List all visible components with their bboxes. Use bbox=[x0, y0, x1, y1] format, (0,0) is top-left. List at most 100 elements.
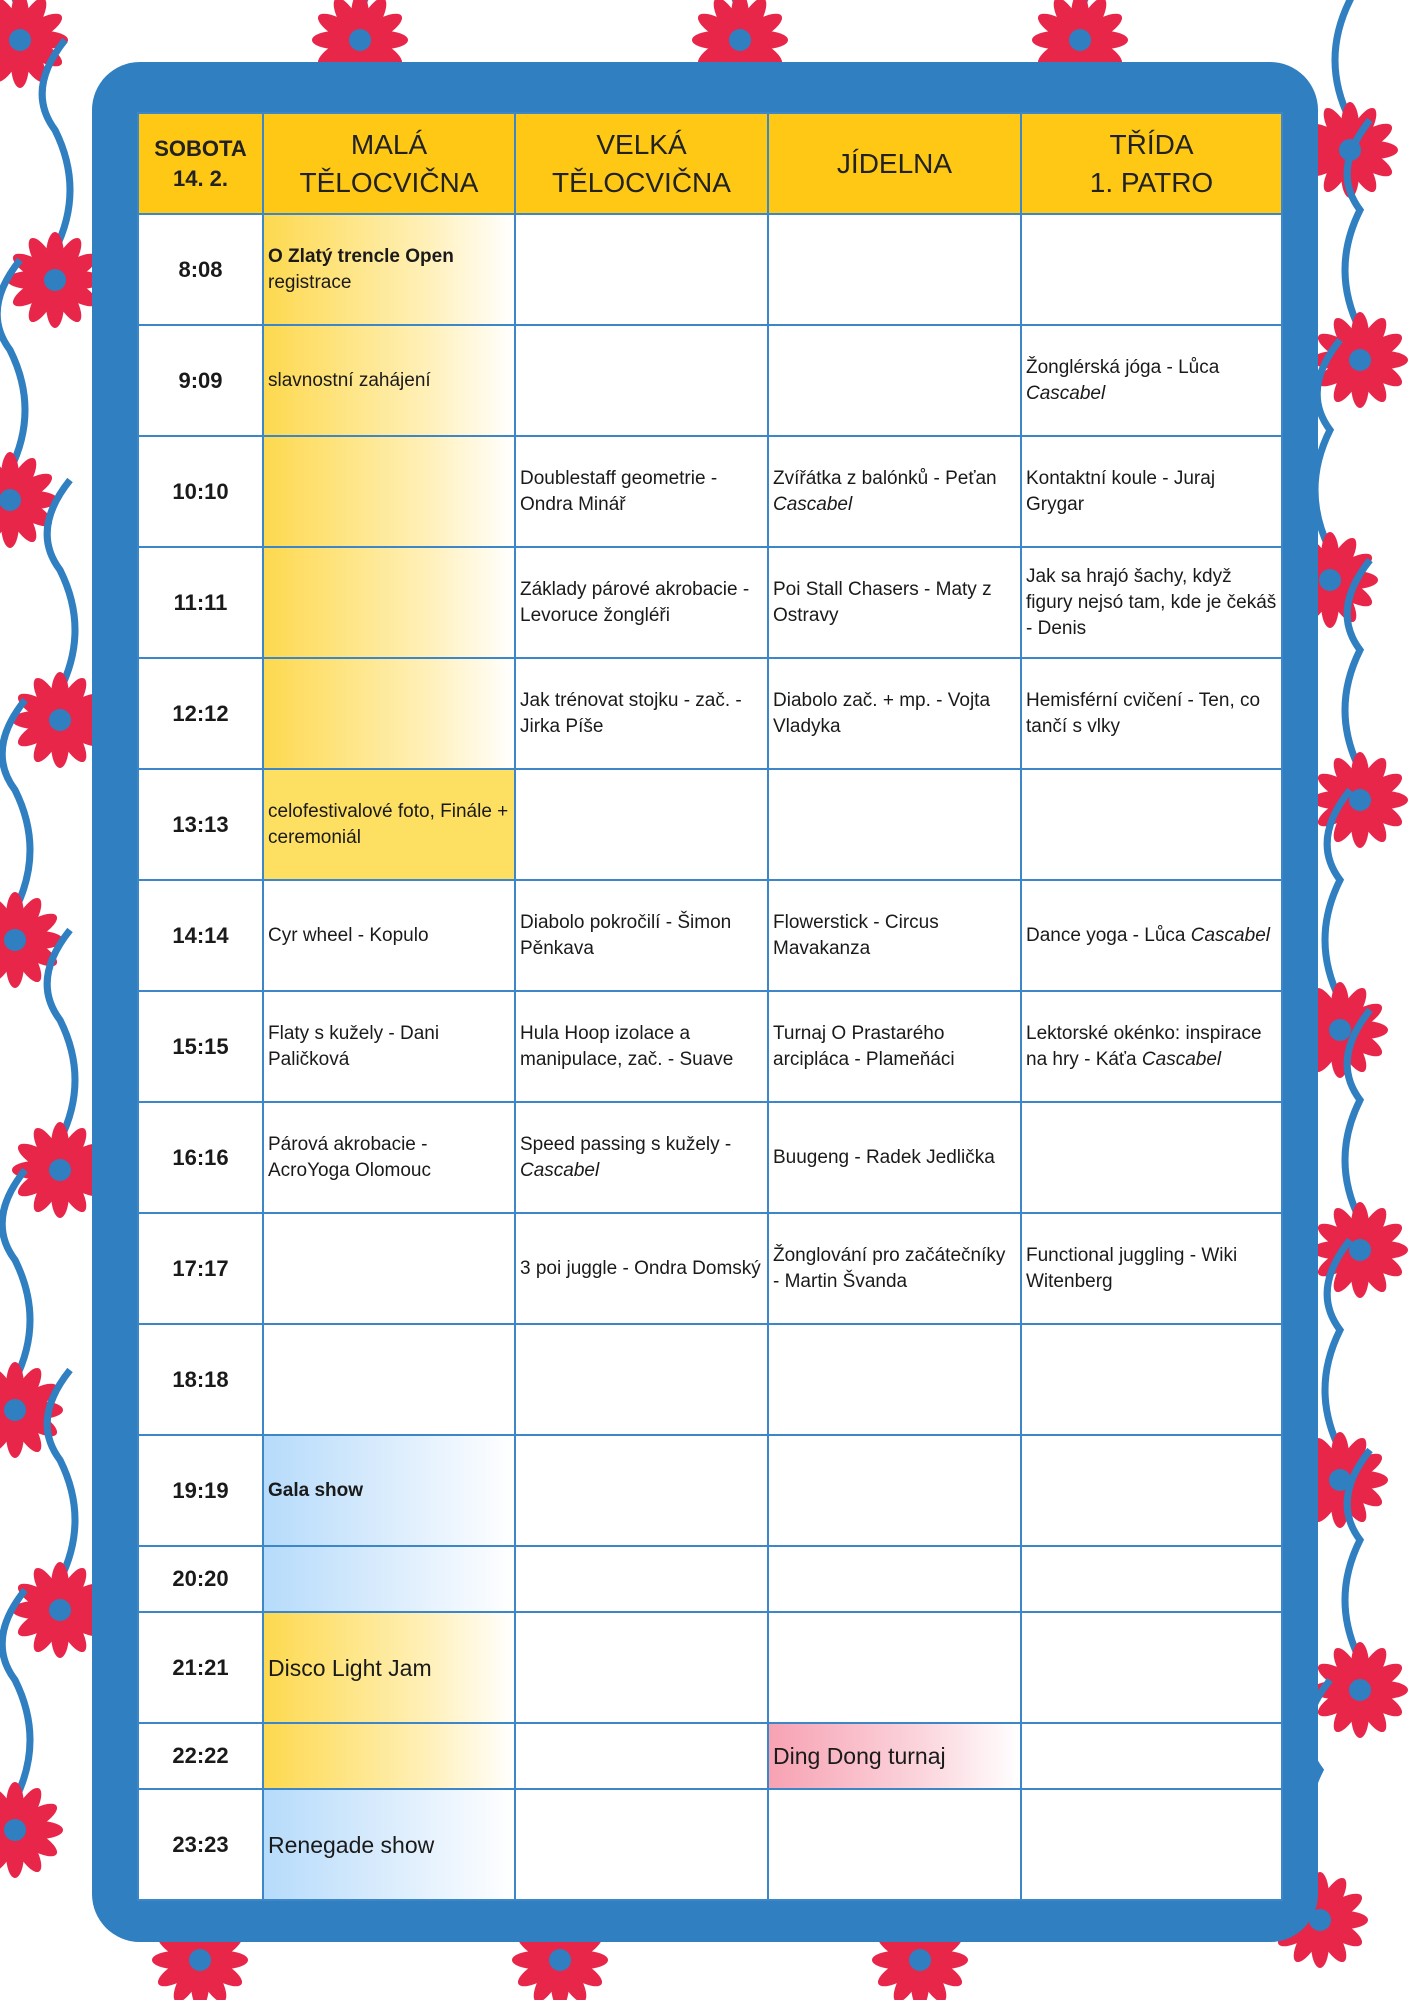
header-line: TĚLOCVIČNA bbox=[552, 166, 731, 198]
header-line: VELKÁ bbox=[596, 128, 687, 160]
room-header: MALÁ TĚLOCVIČNA bbox=[262, 112, 516, 215]
empty-cell bbox=[514, 1722, 769, 1790]
header-line: 14. 2. bbox=[172, 165, 229, 191]
event-text: O Zlatý trencle Open bbox=[268, 245, 454, 267]
event-text: Buugeng - Radek Jedlička bbox=[773, 1146, 995, 1168]
stem-decoration bbox=[1321, 787, 1353, 1002]
event-text: Renegade show bbox=[268, 1831, 435, 1858]
event-cell: slavnostní zahájení bbox=[262, 324, 516, 437]
event-cell: Jak sa hrajó šachy, když figury nejsó ta… bbox=[1020, 546, 1283, 659]
flower-icon bbox=[1032, 0, 1128, 88]
stem-decoration bbox=[1331, 0, 1354, 122]
event-cell: Žonglérská jóga - Lůca Cascabel bbox=[1020, 324, 1283, 437]
event-text: 3 poi juggle - Ondra Domský bbox=[520, 1257, 761, 1279]
performer-group: Cascabel bbox=[520, 1159, 600, 1181]
empty-cell bbox=[1020, 1545, 1283, 1613]
schedule-row: 20:20 bbox=[137, 1545, 1283, 1613]
header-line: TŘÍDA bbox=[1109, 128, 1194, 160]
event-cell: Doublestaff geometrie - Ondra Minář bbox=[514, 435, 769, 548]
event-cell: Turnaj O Prastarého arcipláca - Plameňác… bbox=[767, 990, 1022, 1103]
empty-cell bbox=[1020, 1434, 1283, 1547]
event-cell: O Zlatý trencle Open registrace bbox=[262, 213, 516, 326]
time-cell: 14:14 bbox=[137, 879, 264, 992]
event-cell: Buugeng - Radek Jedlička bbox=[767, 1101, 1022, 1214]
performer-group: Cascabel bbox=[1141, 1048, 1222, 1070]
flower-icon bbox=[0, 0, 68, 88]
event-cell: Diabolo pokročilí - Šimon Pěnkava bbox=[514, 879, 769, 992]
header-line: SOBOTA bbox=[154, 135, 247, 161]
event-text: Žonglérská jóga - Lůca bbox=[1026, 356, 1220, 378]
day-header: SOBOTA 14. 2. bbox=[137, 112, 264, 215]
event-cell: Diabolo zač. + mp. - Vojta Vladyka bbox=[767, 657, 1022, 770]
event-cell: celofestivalové foto, Finále + ceremoniá… bbox=[262, 768, 516, 881]
room-header: VELKÁ TĚLOCVIČNA bbox=[514, 112, 769, 215]
event-cell: Ding Dong turnaj bbox=[767, 1722, 1022, 1790]
schedule-row: 22:22 Ding Dong turnaj bbox=[137, 1722, 1283, 1790]
room-header: JÍDELNA bbox=[767, 112, 1022, 215]
event-cell: Renegade show bbox=[262, 1788, 516, 1901]
event-cell: Žonglování pro začátečníky - Martin Švan… bbox=[767, 1212, 1022, 1325]
event-cell: Disco Light Jam bbox=[262, 1611, 516, 1724]
event-text: Poi Stall Chasers - Maty z Ostravy bbox=[773, 578, 992, 626]
event-text: Flaty s kužely - Dani Paličková bbox=[268, 1022, 440, 1070]
event-text: Lektorské okénko: inspirace na hry - Káť… bbox=[1026, 1022, 1262, 1070]
empty-cell bbox=[262, 1212, 516, 1325]
flower-icon bbox=[0, 892, 63, 988]
stem-decoration bbox=[1341, 1007, 1373, 1222]
empty-cell bbox=[514, 1323, 769, 1436]
schedule-row: 8:08 O Zlatý trencle Open registrace bbox=[137, 213, 1283, 326]
empty-cell bbox=[767, 1788, 1022, 1901]
empty-cell bbox=[514, 1434, 769, 1547]
stem-decoration bbox=[0, 1167, 34, 1382]
event-text: Doublestaff geometrie - Ondra Minář bbox=[520, 467, 718, 515]
empty-cell bbox=[262, 1722, 516, 1790]
empty-cell bbox=[1020, 213, 1283, 326]
time-cell: 22:22 bbox=[137, 1722, 264, 1790]
event-text: Dance yoga - Lůca bbox=[1026, 924, 1191, 946]
flower-icon bbox=[1312, 752, 1408, 848]
empty-cell bbox=[767, 1323, 1022, 1436]
time-cell: 8:08 bbox=[137, 213, 264, 326]
event-text: Diabolo zač. + mp. - Vojta Vladyka bbox=[773, 689, 991, 737]
event-cell: Flowerstick - Circus Mavakanza bbox=[767, 879, 1022, 992]
empty-cell bbox=[514, 768, 769, 881]
performer-group: Cascabel bbox=[773, 493, 853, 515]
event-text: Gala show bbox=[268, 1479, 364, 1501]
event-text: Hemisférní cvičení - Ten, co tančí s vlk… bbox=[1026, 689, 1261, 737]
stem-decoration bbox=[0, 697, 34, 912]
stem-decoration bbox=[1341, 1447, 1373, 1662]
event-text: Turnaj O Prastarého arcipláca - Plameňác… bbox=[773, 1022, 955, 1070]
empty-cell bbox=[262, 657, 516, 770]
time-cell: 11:11 bbox=[137, 546, 264, 659]
header-line: 1. PATRO bbox=[1089, 166, 1214, 198]
flower-icon bbox=[12, 672, 108, 768]
time-cell: 15:15 bbox=[137, 990, 264, 1103]
empty-cell bbox=[514, 1611, 769, 1724]
empty-cell bbox=[1020, 1788, 1283, 1901]
event-cell: Kontaktní koule - Juraj Grygar bbox=[1020, 435, 1283, 548]
schedule-row: 15:15 Flaty s kužely - Dani Paličková Hula… bbox=[137, 990, 1283, 1103]
event-cell: Jak trénovat stojku - zač. - Jirka Píše bbox=[514, 657, 769, 770]
event-text: Speed passing s kužely - bbox=[520, 1133, 732, 1155]
schedule-row: 10:10 Doublestaff geometrie - Ondra Minář… bbox=[137, 435, 1283, 548]
flower-icon bbox=[1312, 1642, 1408, 1738]
event-cell: Zvířátka z balónků - Peťan Cascabel bbox=[767, 435, 1022, 548]
event-cell: Cyr wheel - Kopulo bbox=[262, 879, 516, 992]
empty-cell bbox=[1020, 1101, 1283, 1214]
event-text: Párová akrobacie - AcroYoga Olomouc bbox=[268, 1133, 432, 1181]
event-text: Disco Light Jam bbox=[268, 1654, 432, 1681]
event-text: Jak sa hrajó šachy, když figury nejsó ta… bbox=[1026, 565, 1277, 639]
event-text: Flowerstick - Circus Mavakanza bbox=[773, 911, 939, 959]
schedule-row: 16:16 Párová akrobacie - AcroYoga Olomouc… bbox=[137, 1101, 1283, 1214]
empty-cell bbox=[767, 1434, 1022, 1547]
flower-icon bbox=[0, 1782, 63, 1878]
event-cell: Dance yoga - Lůca Cascabel bbox=[1020, 879, 1283, 992]
time-cell: 23:23 bbox=[137, 1788, 264, 1901]
header-line: JÍDELNA bbox=[836, 147, 953, 179]
stem-decoration bbox=[43, 477, 79, 692]
event-cell: Functional juggling - Wiki Witenberg bbox=[1020, 1212, 1283, 1325]
empty-cell bbox=[767, 1545, 1022, 1613]
header-row: SOBOTA 14. 2. MALÁ TĚLOCVIČNA VELKÁ TĚLOCVIČN… bbox=[137, 112, 1283, 215]
time-cell: 12:12 bbox=[137, 657, 264, 770]
header-line: MALÁ bbox=[350, 128, 428, 160]
